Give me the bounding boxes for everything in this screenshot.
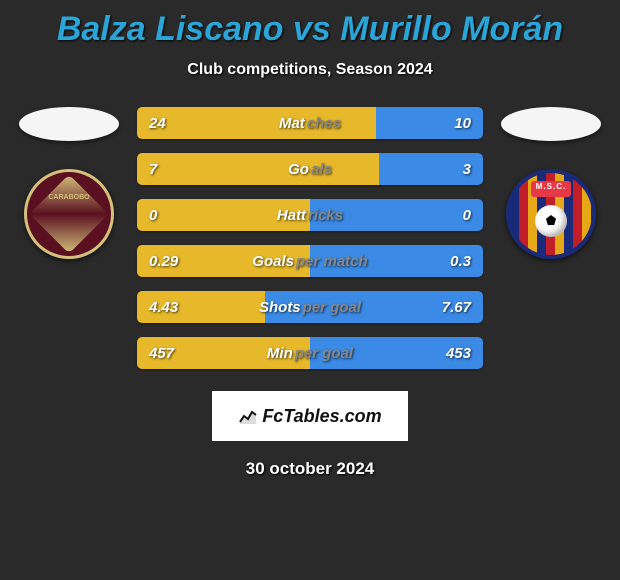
- stat-row: 2410Matches: [137, 107, 483, 139]
- right-club-label: M.S.C.: [536, 182, 566, 191]
- stat-label-left-half: Hatt: [277, 207, 306, 224]
- stat-label: Matches: [137, 107, 483, 139]
- fctables-attribution[interactable]: FcTables.com: [212, 391, 408, 441]
- stat-label-left-half: Shots: [259, 299, 301, 316]
- stat-label: Shots per goal: [137, 291, 483, 323]
- stat-label-right-half: ches: [307, 115, 341, 132]
- fctables-icon: [238, 406, 258, 426]
- stat-label-right-half: per goal: [295, 345, 353, 362]
- fctables-text: FcTables.com: [262, 406, 381, 427]
- subtitle: Club competitions, Season 2024: [0, 61, 620, 79]
- right-flag-placeholder: [501, 107, 601, 141]
- stat-label: Goals per match: [137, 245, 483, 277]
- date-line: 30 october 2024: [0, 459, 620, 479]
- stat-label-left-half: Mat: [279, 115, 305, 132]
- left-club-label: CARABOBO: [27, 194, 111, 201]
- page-title: Balza Liscano vs Murillo Morán: [0, 10, 620, 49]
- stat-label-left-half: Goals: [252, 253, 294, 270]
- stat-row: 00Hattricks: [137, 199, 483, 231]
- stat-label: Hattricks: [137, 199, 483, 231]
- stat-label-left-half: Min: [267, 345, 293, 362]
- right-club-badge: M.S.C.: [506, 169, 596, 259]
- stat-label-right-half: per match: [296, 253, 368, 270]
- stat-label: Min per goal: [137, 337, 483, 369]
- stat-row: 457453Min per goal: [137, 337, 483, 369]
- stat-row: 0.290.3Goals per match: [137, 245, 483, 277]
- stats-column: 2410Matches 73Goals 00Hattricks 0.290.3Goal…: [137, 107, 483, 369]
- stat-label-right-half: ricks: [308, 207, 343, 224]
- left-club-badge: CARABOBO: [24, 169, 114, 259]
- left-player-column: CARABOBO: [19, 107, 119, 259]
- stat-label-left-half: Go: [288, 161, 309, 178]
- infographic-container: Balza Liscano vs Murillo Morán Club comp…: [0, 0, 620, 479]
- main-row: CARABOBO 2410Matches 73Goals 00Hattricks 0.…: [0, 107, 620, 369]
- stat-label: Goals: [137, 153, 483, 185]
- right-player-column: M.S.C.: [501, 107, 601, 259]
- left-flag-placeholder: [19, 107, 119, 141]
- fctables-logo: FcTables.com: [238, 406, 381, 427]
- stat-row: 73Goals: [137, 153, 483, 185]
- stat-label-right-half: per goal: [303, 299, 361, 316]
- soccer-ball-icon: [535, 205, 567, 237]
- stat-label-right-half: als: [311, 161, 332, 178]
- stat-row: 4.437.67Shots per goal: [137, 291, 483, 323]
